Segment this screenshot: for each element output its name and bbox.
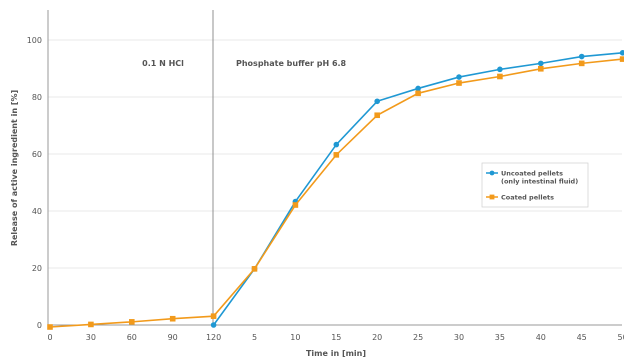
x-tick-label: 30 [86, 333, 96, 342]
y-tick-label: 20 [32, 264, 42, 273]
data-point [169, 315, 176, 322]
data-point [292, 202, 299, 208]
data-point [619, 50, 624, 56]
data-point [210, 313, 217, 319]
x-tick-label: 25 [413, 333, 423, 342]
y-axis-title: Release of active ingredient in [%] [10, 90, 19, 246]
x-tick-label: 35 [495, 333, 505, 342]
data-point [374, 98, 381, 105]
data-point [251, 266, 258, 272]
data-point [415, 85, 421, 92]
series-coated [47, 56, 624, 330]
data-point [578, 53, 585, 60]
series-layer [47, 50, 624, 330]
data-point [619, 56, 624, 62]
data-point [374, 112, 380, 119]
legend-marker-uncoated [489, 170, 495, 176]
phase-label-phosphate: Phosphate buffer pH 6.8 [236, 59, 347, 68]
y-tick-label: 40 [32, 207, 42, 216]
y-tick-labels: 0 20 40 60 80 100 [27, 36, 42, 330]
legend: Uncoated pellets (only intestinal fluid)… [481, 162, 589, 208]
x-tick-label: 120 [206, 333, 221, 342]
data-point [538, 65, 544, 72]
data-point [578, 60, 585, 67]
x-tick-label: 50 [618, 333, 624, 342]
y-tick-label: 80 [32, 93, 42, 102]
legend-label-coated: Coated pellets [501, 194, 554, 202]
y-tick-label: 60 [32, 150, 42, 159]
x-tick-label: 5 [252, 333, 257, 342]
legend-box [481, 162, 589, 208]
data-point [129, 319, 135, 325]
data-point [538, 60, 544, 67]
data-point [210, 322, 217, 328]
phase-label-hcl: 0.1 N HCl [142, 59, 184, 68]
data-point [415, 90, 421, 97]
data-point [497, 66, 503, 73]
x-tick-labels: 0 30 60 90 120 5 10 15 20 25 30 35 40 45 50 [47, 333, 624, 342]
data-point [333, 152, 340, 158]
data-point [47, 324, 53, 330]
data-point [88, 321, 94, 328]
x-tick-label: 15 [331, 333, 341, 342]
data-point [497, 73, 503, 80]
legend-marker-coated [489, 194, 495, 200]
x-tick-label: 20 [372, 333, 382, 342]
data-point [333, 141, 340, 148]
data-point [456, 80, 462, 86]
legend-label-uncoated-note: (only intestinal fluid) [501, 178, 578, 186]
x-axis-title: Time in [min] [306, 349, 366, 358]
y-tick-label: 0 [37, 321, 42, 330]
y-tick-label: 100 [27, 36, 42, 45]
legend-label-uncoated: Uncoated pellets [501, 170, 563, 178]
x-tick-label: 10 [290, 333, 300, 342]
x-tick-label: 90 [168, 333, 178, 342]
data-point [456, 74, 462, 80]
x-tick-label: 30 [454, 333, 464, 342]
x-tick-label: 60 [127, 333, 137, 342]
x-tick-label: 0 [47, 333, 52, 342]
x-tick-label: 40 [536, 333, 546, 342]
x-tick-label: 45 [577, 333, 587, 342]
axes [47, 10, 622, 326]
